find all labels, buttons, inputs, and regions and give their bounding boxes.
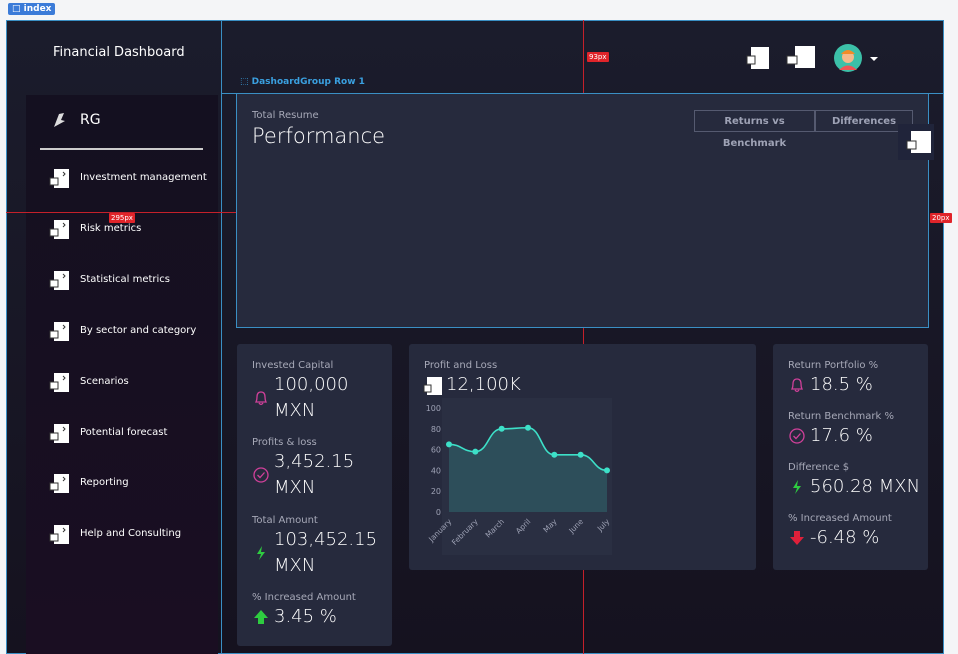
menu-item[interactable]: Investment management (80, 172, 207, 183)
stat-icon (254, 610, 268, 624)
stat-value: 100,000 MXN (274, 374, 349, 421)
icon[interactable] (786, 44, 816, 70)
tab-badge[interactable]: □ index (8, 3, 56, 15)
guide-line (6, 212, 236, 213)
menu-icon (49, 270, 69, 290)
separator (40, 148, 203, 150)
guide-line (583, 20, 584, 654)
menu-item[interactable]: Potential forecast (80, 426, 168, 438)
chart-title: Profit and Loss (424, 360, 498, 371)
group-label: ⬚ DashoardGroup Row 1 (240, 77, 365, 87)
panel-subtitle: Total Resume (252, 110, 319, 121)
point (551, 451, 558, 458)
icon[interactable] (746, 44, 772, 70)
stat-value: 560.28 MXN (810, 476, 921, 497)
stat-value: 3.45 % (274, 606, 337, 627)
card (237, 344, 392, 646)
y-tick-label: 100 (426, 404, 441, 413)
point (446, 441, 452, 448)
stat-label: % Increased Amount (252, 592, 356, 603)
point (472, 448, 479, 455)
tab-button[interactable]: Returns vs Benchmark (694, 110, 815, 149)
stat-value: -6.48 % (810, 527, 880, 548)
y-tick-label: 60 (431, 446, 441, 455)
guide-label: 20px (930, 213, 952, 223)
tab-button[interactable]: Differences (815, 110, 913, 132)
chart-subtitle: 12,100K (446, 374, 521, 395)
y-tick-label: 40 (431, 466, 441, 475)
y-tick-label: 0 (436, 508, 441, 517)
stat-label: Return Benchmark % (788, 411, 895, 422)
tab-label: index (23, 4, 52, 14)
plot-background (442, 398, 612, 555)
guide-label: 295px (109, 213, 135, 223)
menu-item[interactable]: Risk metrics (80, 222, 142, 234)
stat-value: 3,452.15 MXN (274, 451, 355, 498)
stat-icon (789, 428, 805, 444)
brand: RG (80, 112, 101, 128)
stat-icon (793, 480, 801, 494)
area (449, 427, 607, 512)
app-title: Financial Dashboard (53, 45, 185, 60)
menu-icon (49, 525, 69, 545)
stat-icon (790, 531, 804, 545)
guide-label: 93px (587, 52, 609, 62)
stat-value: 103,452.15 MXN (274, 529, 378, 576)
stat-value: 17.6 % (810, 425, 873, 446)
point (604, 467, 610, 474)
menu-item[interactable]: Help and Consulting (80, 528, 182, 540)
menu-item[interactable]: Statistical metrics (80, 273, 170, 285)
stat-label: % Increased Amount (788, 513, 892, 524)
stat-label: Return Portfolio % (788, 360, 879, 371)
menu-icon (49, 474, 69, 494)
group-label-text: DashoardGroup Row 1 (251, 77, 365, 87)
menu-icon (49, 372, 69, 392)
stat-value: 18.5 % (810, 374, 873, 395)
stat-label: Difference $ (788, 462, 850, 473)
stat-label: Total Amount (252, 515, 318, 526)
menu-item[interactable]: Scenarios (80, 375, 129, 387)
panel-title: Performance (252, 124, 386, 148)
stat-label: Invested Capital (252, 360, 334, 371)
menu-icon (49, 169, 69, 188)
divider (221, 20, 222, 654)
stat-icon (257, 546, 265, 560)
menu-icon (49, 219, 69, 239)
icon[interactable] (898, 124, 934, 160)
point (525, 424, 531, 431)
menu-icon (49, 321, 69, 341)
avatar[interactable] (833, 43, 881, 73)
point (498, 425, 505, 432)
y-tick-label: 20 (431, 487, 441, 496)
stat-label: Profits & loss (252, 437, 317, 448)
stat-icon (790, 378, 804, 393)
menu-item[interactable]: Reporting (80, 477, 129, 489)
point (577, 451, 584, 458)
stat-icon (253, 467, 269, 483)
icon (423, 377, 442, 395)
performance-panel (236, 93, 929, 328)
menu-item[interactable]: By sector and category (80, 324, 197, 336)
menu-icon (49, 423, 69, 443)
stat-icon (254, 391, 268, 406)
y-tick-label: 80 (431, 425, 441, 434)
brand-logo (54, 113, 65, 127)
